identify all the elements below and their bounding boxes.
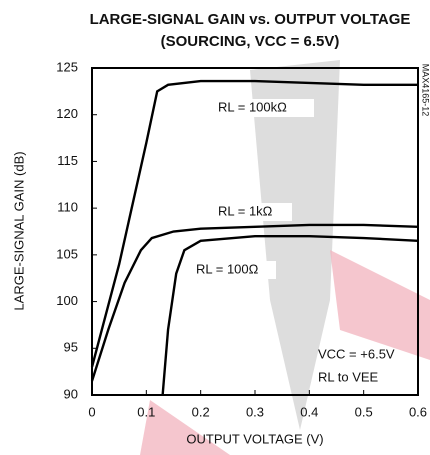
background-shape — [250, 60, 340, 430]
background-shape — [330, 250, 430, 360]
label-background — [214, 99, 314, 117]
watermark: MAX4165-12 — [421, 64, 430, 117]
x-tick-label: 0 — [88, 404, 95, 419]
x-tick-label: 0.3 — [246, 404, 264, 419]
y-tick-label: 125 — [56, 59, 78, 74]
y-tick-label: 90 — [64, 386, 78, 401]
curve — [90, 79, 418, 368]
series-label: RL = 1kΩ — [218, 203, 273, 218]
y-tick-label: 115 — [57, 153, 78, 168]
annotation: VCC = +6.5V — [318, 346, 395, 361]
y-tick-label: 105 — [56, 246, 78, 261]
curve — [90, 223, 419, 382]
annotation: RL to VEE — [318, 369, 379, 384]
label-background — [192, 261, 276, 279]
series-label: RL = 100Ω — [196, 261, 259, 276]
x-axis-label: OUTPUT VOLTAGE (V) — [186, 431, 323, 446]
y-tick-label: 95 — [64, 340, 78, 355]
y-tick-label: 100 — [56, 293, 78, 308]
x-tick-label: 0.6 — [409, 404, 427, 419]
y-axis-label: LARGE-SIGNAL GAIN (dB) — [11, 151, 26, 310]
y-tick-label: 120 — [56, 106, 78, 121]
x-tick-label: 0.5 — [355, 404, 373, 419]
x-tick-label: 0.4 — [300, 404, 318, 419]
label-background — [214, 203, 292, 221]
x-tick-label: 0.2 — [192, 404, 210, 419]
x-tick-label: 0.1 — [137, 404, 155, 419]
y-tick-label: 110 — [57, 200, 78, 215]
series-label: RL = 100kΩ — [218, 99, 287, 114]
curve — [161, 234, 419, 396]
background-shape — [140, 400, 230, 455]
chart-subtitle: (SOURCING, VCC = 6.5V) — [161, 33, 340, 50]
chart-title: LARGE-SIGNAL GAIN vs. OUTPUT VOLTAGE — [90, 11, 411, 28]
